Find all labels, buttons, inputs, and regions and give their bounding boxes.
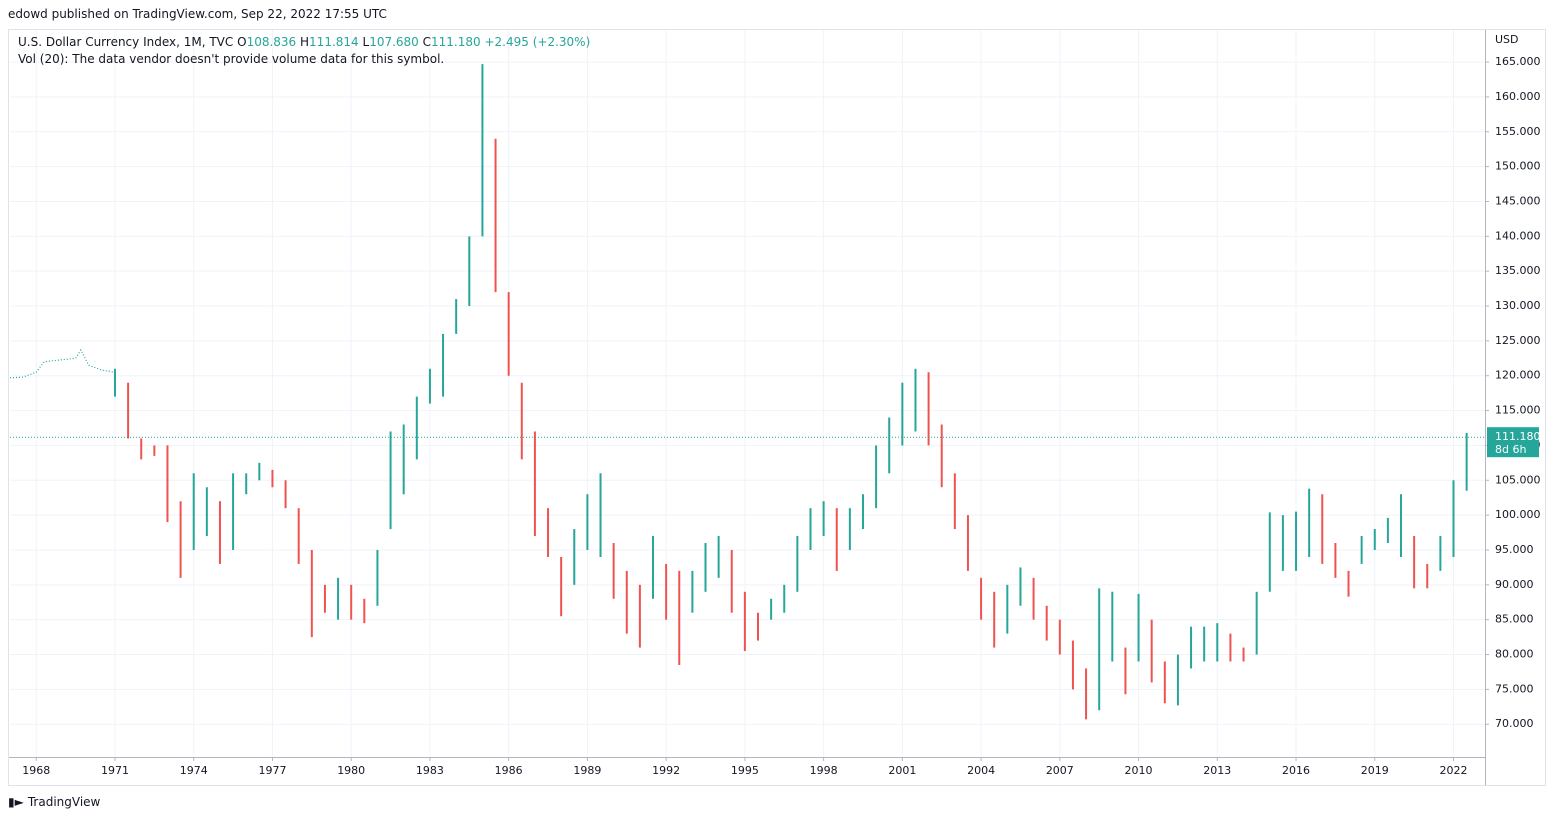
legend-change: +2.495 (+2.30%)	[484, 35, 591, 49]
y-tick-label: 70.000	[1495, 717, 1534, 730]
y-tick-label: 120.000	[1495, 369, 1541, 382]
x-tick-label: 1980	[337, 764, 365, 777]
volume-note: Vol (20): The data vendor doesn't provid…	[18, 52, 445, 66]
symbol-title: U.S. Dollar Currency Index, 1M, TVC	[18, 35, 234, 49]
y-tick-label: 145.000	[1495, 194, 1541, 207]
countdown-label: 8d 6h	[1495, 443, 1526, 456]
y-tick-label: 130.000	[1495, 299, 1541, 312]
x-tick-label: 1995	[731, 764, 759, 777]
y-tick-label: 100.000	[1495, 508, 1541, 521]
grid	[10, 30, 1485, 757]
x-tick-label: 1992	[652, 764, 680, 777]
y-tick-label: 165.000	[1495, 55, 1541, 68]
y-tick-label: 95.000	[1495, 543, 1534, 556]
y-tick-label: 160.000	[1495, 90, 1541, 103]
x-tick-label: 2013	[1203, 764, 1231, 777]
continuation-line	[9, 348, 116, 379]
legend-h: H	[300, 35, 310, 49]
y-tick-label: 115.000	[1495, 404, 1541, 417]
y-tick-label: 155.000	[1495, 125, 1541, 138]
x-tick-label: 1971	[101, 764, 129, 777]
x-tick-label: 1977	[258, 764, 286, 777]
y-tick-label: 150.000	[1495, 160, 1541, 173]
last-price-box	[1487, 427, 1539, 458]
y-tick-label: 125.000	[1495, 334, 1541, 347]
x-tick-label: 2010	[1125, 764, 1153, 777]
y-tick-label: 85.000	[1495, 613, 1534, 626]
legend-l: L	[362, 35, 370, 49]
x-tick-label: 1986	[495, 764, 523, 777]
y-tick-label: 105.000	[1495, 473, 1541, 486]
x-tick-label: 2001	[888, 764, 916, 777]
x-tick-label: 1998	[810, 764, 838, 777]
y-tick-label: 90.000	[1495, 578, 1534, 591]
chart-frame	[8, 29, 1546, 786]
publish-header: edowd published on TradingView.com, Sep …	[8, 7, 387, 21]
x-tick-label: 2019	[1361, 764, 1389, 777]
legend: U.S. Dollar Currency Index, 1M, TVC O108…	[18, 35, 590, 49]
legend-high: 111.814	[309, 35, 359, 49]
x-tick-label: 2007	[1046, 764, 1074, 777]
y-tick-label: 140.000	[1495, 229, 1541, 242]
x-tick-label: 2022	[1440, 764, 1468, 777]
x-tick-label: 1974	[180, 764, 208, 777]
footer-brand[interactable]: ▮► TradingView	[8, 795, 101, 809]
x-tick-label: 1989	[573, 764, 601, 777]
legend-c: C	[422, 35, 432, 49]
x-tick-label: 1968	[22, 764, 50, 777]
y-tick-label: 75.000	[1495, 682, 1534, 695]
x-tick-label: 1983	[416, 764, 444, 777]
legend-low: 107.680	[369, 35, 419, 49]
x-tick-label: 2016	[1282, 764, 1310, 777]
legend-close: 111.180	[431, 35, 481, 49]
y-tick-label: 80.000	[1495, 648, 1534, 661]
currency-label: USD	[1495, 33, 1519, 46]
last-price-label: 111.180	[1495, 430, 1541, 443]
footer-brand-text[interactable]: TradingView	[27, 795, 101, 809]
x-tick-label: 2004	[967, 764, 995, 777]
legend-open: 108.836	[246, 35, 297, 49]
legend-o: O	[237, 35, 247, 49]
y-tick-label: 135.000	[1495, 264, 1541, 277]
